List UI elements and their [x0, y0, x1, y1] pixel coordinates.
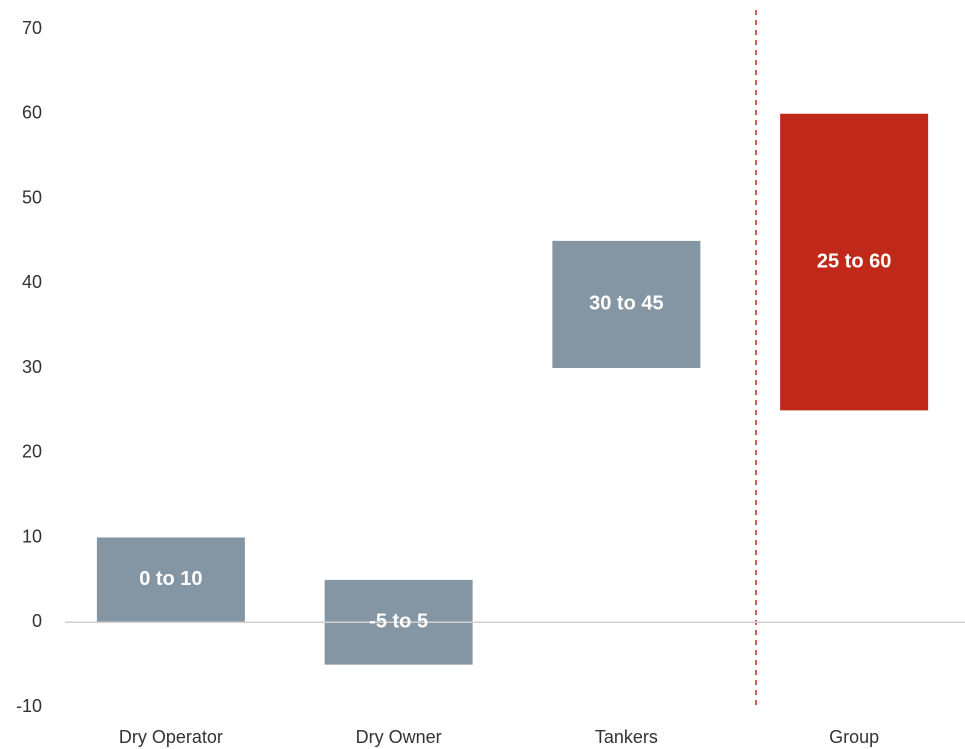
bar [780, 113, 929, 411]
bar [552, 240, 701, 368]
data-label: -5 to 5 [369, 611, 428, 633]
x-tick-label: Dry Operator [119, 727, 223, 747]
y-tick-label: 70 [22, 18, 42, 38]
x-tick-label: Tankers [595, 727, 658, 747]
x-tick-label: Group [829, 727, 879, 747]
y-tick-label: 40 [22, 272, 42, 292]
data-label: 30 to 45 [589, 293, 663, 315]
y-tick-label: 60 [22, 103, 42, 123]
y-tick-label: -10 [16, 696, 42, 716]
data-label: 0 to 10 [139, 568, 202, 590]
y-tick-label: 20 [22, 442, 42, 462]
y-tick-label: 10 [22, 526, 42, 546]
bar [96, 537, 245, 623]
y-tick-label: 0 [32, 611, 42, 631]
y-tick-label: 30 [22, 357, 42, 377]
data-label: 25 to 60 [817, 250, 891, 272]
y-tick-label: 50 [22, 187, 42, 207]
x-tick-label: Dry Owner [356, 727, 442, 747]
